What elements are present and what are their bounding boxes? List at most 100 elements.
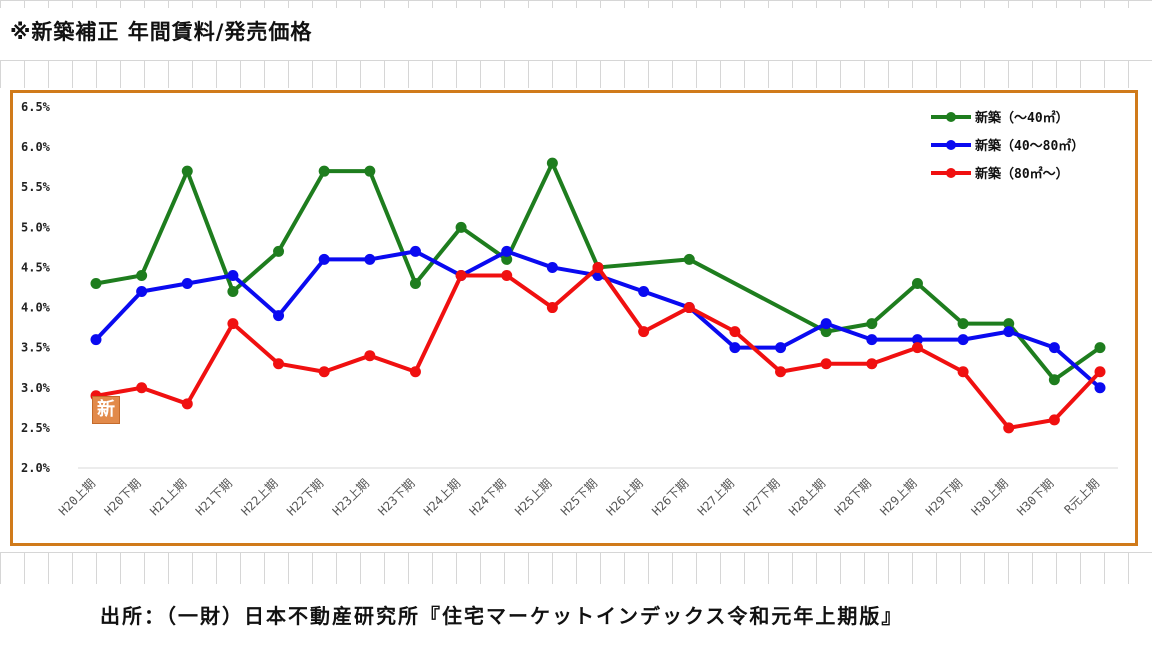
data-point-series-2 — [957, 334, 969, 346]
data-point-series-1 — [546, 157, 558, 169]
data-point-series-3 — [318, 366, 330, 378]
data-point-series-2 — [546, 261, 558, 273]
data-point-series-1 — [1003, 318, 1015, 330]
source-note: 出所：（一財）日本不動産研究所『住宅マーケットインデックス令和元年上期版』 — [100, 604, 904, 628]
data-point-series-1 — [820, 326, 832, 338]
x-tick-label: H30上期 — [969, 476, 1011, 518]
x-tick-label: H23上期 — [330, 476, 372, 518]
series-line-3 — [95, 265, 1102, 430]
data-point-series-3 — [136, 382, 148, 394]
data-point-series-1 — [957, 318, 969, 330]
x-tick-label: H27上期 — [695, 476, 737, 518]
x-tick-label: H22上期 — [238, 476, 280, 518]
data-point-series-2 — [911, 334, 923, 346]
data-point-series-1 — [409, 277, 421, 289]
data-point-series-2 — [866, 334, 878, 346]
data-point-series-1 — [273, 245, 285, 257]
legend-label: 新築（40～80㎡） — [975, 138, 1084, 154]
data-point-series-2 — [90, 334, 102, 346]
data-point-series-1 — [911, 277, 923, 289]
data-point-series-2 — [364, 253, 376, 265]
data-point-series-3 — [592, 261, 604, 273]
sheet-grid-bottom — [0, 552, 1152, 584]
x-tick-label: H26下期 — [649, 476, 691, 518]
data-point-series-3 — [409, 366, 421, 378]
x-tick-label: H22下期 — [284, 476, 326, 518]
data-point-series-3 — [1094, 366, 1106, 378]
data-point-series-3 — [683, 302, 695, 314]
data-point-series-3 — [546, 302, 558, 314]
data-point-series-2 — [820, 318, 832, 330]
sheet-grid-middle — [0, 60, 1152, 88]
data-point-series-3 — [364, 350, 376, 362]
data-point-series-1 — [364, 165, 376, 177]
data-point-series-2 — [181, 277, 193, 289]
x-tick-label: H21上期 — [147, 476, 189, 518]
data-point-series-1 — [1048, 374, 1060, 386]
x-tick-label: H24上期 — [421, 476, 463, 518]
data-point-series-1 — [501, 253, 513, 265]
data-point-series-1 — [136, 269, 148, 281]
series-line-1 — [95, 161, 1102, 382]
x-tick-label: H20下期 — [102, 476, 144, 518]
data-point-series-3 — [455, 269, 467, 281]
data-point-series-3 — [866, 358, 878, 370]
legend-marker — [946, 112, 956, 122]
data-point-series-3 — [729, 326, 741, 338]
x-tick-label: H25上期 — [512, 476, 554, 518]
data-point-series-3 — [273, 358, 285, 370]
data-point-series-1 — [90, 277, 102, 289]
x-tick-label: R元上期 — [1062, 476, 1102, 516]
data-point-series-2 — [1048, 342, 1060, 354]
data-point-series-3 — [1003, 422, 1015, 434]
x-tick-label: H24下期 — [467, 476, 509, 518]
x-tick-label: H27下期 — [740, 476, 782, 518]
data-point-series-2 — [409, 245, 421, 257]
data-point-series-2 — [638, 286, 650, 298]
new-badge: 新 — [92, 396, 120, 424]
data-point-series-2 — [1003, 326, 1015, 338]
data-point-series-2 — [729, 342, 741, 354]
y-tick-label: 6.5% — [21, 100, 51, 114]
data-point-series-2 — [136, 286, 148, 298]
y-tick-label: 4.5% — [21, 260, 51, 274]
data-point-series-2 — [775, 342, 787, 354]
legend-marker — [946, 168, 956, 178]
y-tick-label: 2.0% — [21, 461, 51, 475]
y-tick-label: 2.5% — [21, 421, 51, 435]
data-point-series-2 — [318, 253, 330, 265]
x-tick-label: H21下期 — [193, 476, 235, 518]
x-tick-label: H23下期 — [375, 476, 417, 518]
data-point-series-1 — [227, 286, 239, 298]
data-point-series-2 — [501, 245, 513, 257]
x-tick-label: H20上期 — [56, 476, 98, 518]
data-point-series-3 — [1048, 414, 1060, 426]
data-point-series-3 — [820, 358, 832, 370]
data-point-series-3 — [227, 318, 239, 330]
data-point-series-3 — [181, 398, 193, 410]
data-point-series-1 — [1094, 342, 1106, 354]
x-tick-label: H29上期 — [877, 476, 919, 518]
y-tick-label: 4.0% — [21, 301, 51, 315]
x-tick-label: H28上期 — [786, 476, 828, 518]
sheet-grid-top — [0, 0, 1152, 8]
line-chart: 2.0% 2.5% 3.0% 3.5% 4.0% 4.5% 5.0% 5.5% 6.0% 6.5%… — [21, 100, 1118, 518]
x-tick-label: H29下期 — [923, 476, 965, 518]
data-point-series-3 — [775, 366, 787, 378]
data-point-series-1 — [318, 165, 330, 177]
y-tick-label: 5.5% — [21, 180, 51, 194]
chart-frame: 2.0% 2.5% 3.0% 3.5% 4.0% 4.5% 5.0% 5.5% 6.0% 6.5%… — [10, 90, 1138, 546]
data-point-series-1 — [455, 221, 467, 233]
x-tick-label: H26上期 — [604, 476, 646, 518]
x-tick-label: H25下期 — [558, 476, 600, 518]
y-tick-label: 3.5% — [21, 341, 51, 355]
data-point-series-1 — [181, 165, 193, 177]
page-title: ※新築補正 年間賃料/発売価格 — [10, 20, 313, 44]
data-point-series-1 — [866, 318, 878, 330]
data-point-series-1 — [683, 253, 695, 265]
data-point-series-3 — [638, 326, 650, 338]
y-tick-label: 6.0% — [21, 140, 51, 154]
x-tick-label: H30下期 — [1014, 476, 1056, 518]
data-point-series-3 — [501, 269, 513, 281]
data-point-series-3 — [957, 366, 969, 378]
